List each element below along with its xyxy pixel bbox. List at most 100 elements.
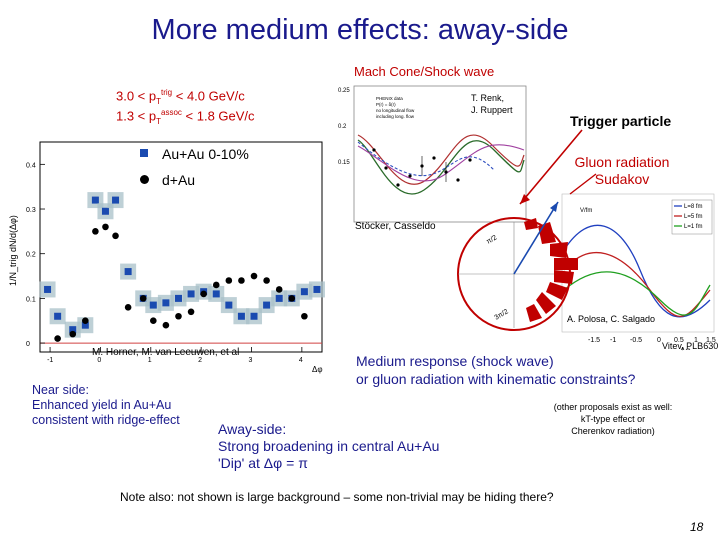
main-plot-credit: M. Horner, M. van Leeuwen, et al xyxy=(92,347,240,358)
dau-point xyxy=(288,295,296,302)
vitev-legend-entry: L=1 fm xyxy=(684,224,703,230)
mach-cone-label: Mach Cone/Shock wave xyxy=(354,64,495,79)
auau-point xyxy=(81,321,89,329)
dau-point xyxy=(263,277,270,284)
dau-marker-icon xyxy=(140,175,149,184)
auau-point xyxy=(225,301,233,309)
svg-text:1: 1 xyxy=(694,337,698,344)
auau-point xyxy=(91,196,99,204)
inset-legend-entry: no longitudinal flow xyxy=(376,108,415,113)
auau-point xyxy=(54,312,62,320)
auau-point xyxy=(69,326,77,334)
dau-point xyxy=(139,295,147,302)
mach-cone-inset: 0.25 0.2 0.15 PHENIX data P(r) = δ(r) no… xyxy=(338,85,527,223)
polosa-credit: A. Polosa, C. Salgado xyxy=(567,314,656,324)
x-tick-label: 3 xyxy=(249,357,253,364)
dau-point xyxy=(112,232,119,240)
trigger-particle-label: Trigger particle xyxy=(570,113,672,129)
svg-text:-1: -1 xyxy=(610,337,616,344)
dau-point xyxy=(275,286,283,293)
auau-point xyxy=(174,294,182,302)
polar-label: π/2 xyxy=(486,234,499,245)
x-tick-label: 0 xyxy=(97,357,101,364)
inset-ytick: 0.2 xyxy=(338,124,347,130)
auau-point xyxy=(112,196,120,204)
y-tick-label: 0.3 xyxy=(26,207,36,214)
auau-point xyxy=(275,294,283,302)
dau-point xyxy=(124,304,132,311)
gluon-arrow xyxy=(569,173,597,195)
dau-point xyxy=(102,223,109,231)
stocker-credit: Stöcker, Casseldo xyxy=(355,221,436,232)
inset-legend-entry: P(r) = δ(r) xyxy=(376,102,396,107)
y-tick-label: 0 xyxy=(26,341,30,348)
x-axis-label: Δφ xyxy=(312,365,323,374)
dau-point xyxy=(187,308,195,316)
dau-point xyxy=(92,228,99,235)
medium-response-text: Medium response (shock wave) or gluon ra… xyxy=(356,353,636,387)
vitev-inset: L=8 fm L=5 fm L=1 fm V/fm -1.5 -1 -0.5 0… xyxy=(561,193,716,350)
vitev-legend-entry: L=8 fm xyxy=(684,204,703,210)
auau-point xyxy=(263,301,271,309)
auau-point xyxy=(101,207,109,215)
auau-point xyxy=(313,285,321,293)
y-tick-label: 0.2 xyxy=(26,252,36,259)
svg-text:0.5: 0.5 xyxy=(674,337,684,344)
dau-point xyxy=(250,272,258,280)
auau-point xyxy=(162,299,170,307)
away-side-text: Away-side: Strong broadening in central … xyxy=(218,421,440,471)
x-tick-label: 1 xyxy=(148,357,152,364)
svg-text:-1.5: -1.5 xyxy=(588,337,600,344)
gluon-radiation-label: Gluon radiation Sudakov xyxy=(574,154,670,187)
dau-point xyxy=(212,281,220,289)
dau-point xyxy=(82,317,89,325)
trigger-arrow xyxy=(519,129,583,205)
dau-point xyxy=(162,321,170,329)
dau-point xyxy=(238,277,245,284)
y-tick-label: 0.1 xyxy=(26,296,36,303)
x-tick-label: -1 xyxy=(47,357,53,364)
legend-auau: Au+Au 0-10% xyxy=(140,146,249,164)
auau-point xyxy=(44,285,52,293)
dau-point xyxy=(225,277,233,284)
dau-point xyxy=(54,335,61,342)
vitev-xlabel: Δφ xyxy=(680,346,691,350)
auau-point xyxy=(187,290,195,298)
inset-ytick: 0.25 xyxy=(338,88,350,94)
vitev-credit: Vitev, PLB630 xyxy=(662,341,719,351)
auau-point xyxy=(300,288,308,296)
dau-point xyxy=(150,317,157,325)
auau-marker-icon xyxy=(140,149,148,157)
auau-point xyxy=(212,290,220,298)
x-tick-label: 4 xyxy=(299,357,303,364)
trig-pt-range: 3.0 < pTtrig < 4.0 GeV/c xyxy=(116,88,245,106)
auau-point xyxy=(250,312,258,320)
dau-point xyxy=(175,312,182,320)
vitev-unit: V/fm xyxy=(580,208,592,214)
svg-text:0: 0 xyxy=(657,337,661,344)
polar-label: 3π/2 xyxy=(494,308,510,321)
slide-title: More medium effects: away-side xyxy=(151,14,569,46)
inset-author: T. Renk, xyxy=(471,93,504,103)
legend-dau: d+Au xyxy=(140,172,195,190)
polar-plot: π/2 3π/2 xyxy=(457,201,578,331)
inset-legend-entry: including long. flow xyxy=(376,114,415,119)
svg-text:1.5: 1.5 xyxy=(706,337,716,344)
dau-point xyxy=(301,312,308,320)
assoc-pt-range: 1.3 < pTassoc < 1.8 GeV/c xyxy=(116,108,255,126)
other-proposals-text: (other proposals exist as well: kT-type … xyxy=(553,402,673,436)
vitev-legend-entry: L=5 fm xyxy=(684,214,703,220)
inset-author: J. Ruppert xyxy=(471,105,513,115)
main-correlation-plot: 0 0.1 0.2 0.3 0.4 -1 0 1 2 3 4 Δφ 1/N_trig dN/d(Δφ) xyxy=(8,141,325,374)
page-number: 18 xyxy=(690,520,704,534)
background-note: Note also: not shown is large background… xyxy=(120,490,554,504)
svg-text:-0.5: -0.5 xyxy=(630,337,642,344)
auau-point xyxy=(124,268,132,276)
y-tick-label: 0.4 xyxy=(26,162,36,169)
auau-point xyxy=(237,312,245,320)
dau-point xyxy=(69,330,77,338)
y-axis-label: 1/N_trig dN/d(Δφ) xyxy=(8,215,18,286)
near-side-text: Near side: Enhanced yield in Au+Au consi… xyxy=(32,383,180,427)
inset-ytick: 0.15 xyxy=(338,160,350,166)
inset-legend-entry: PHENIX data xyxy=(376,96,403,101)
